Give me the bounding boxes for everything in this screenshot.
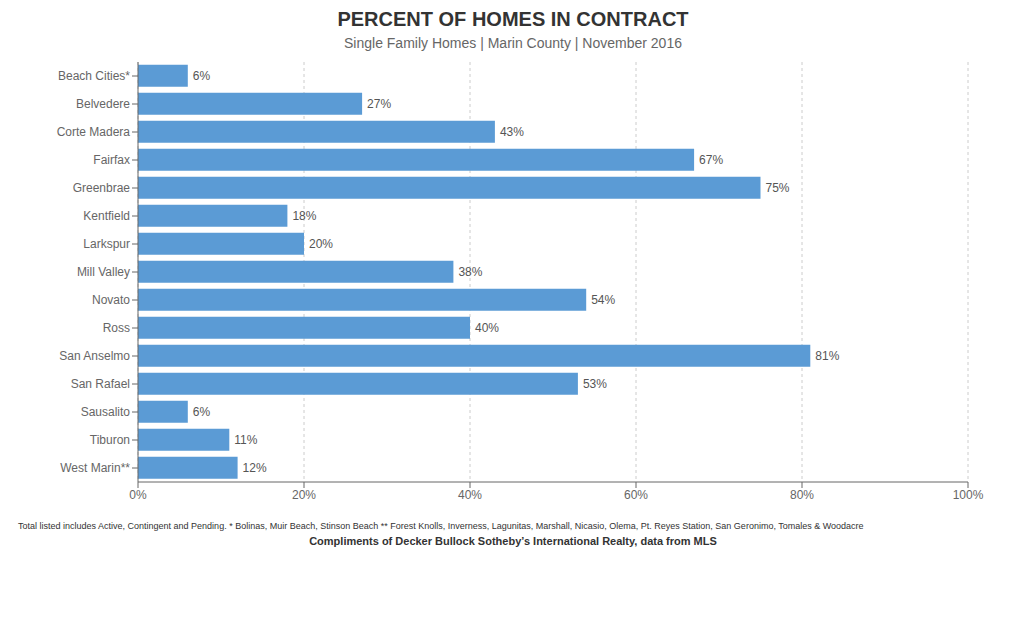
svg-text:Sausalito: Sausalito bbox=[81, 405, 131, 419]
html-text:Total listed includes Active,: Total listed includes Active, Contingent… bbox=[18, 521, 864, 531]
html-text:Compliments of Decker Bullock: Compliments of Decker Bullock Sotheby’s … bbox=[309, 535, 717, 547]
svg-text:Beach Cities*: Beach Cities* bbox=[58, 69, 130, 83]
svg-text:43%: 43% bbox=[500, 125, 524, 139]
svg-text:80%: 80% bbox=[790, 488, 814, 502]
svg-text:11%: 11% bbox=[234, 433, 257, 447]
svg-text:Fairfax: Fairfax bbox=[93, 153, 130, 167]
svg-text:0%: 0% bbox=[129, 488, 147, 502]
svg-text:Ross: Ross bbox=[103, 321, 130, 335]
svg-text:40%: 40% bbox=[458, 488, 482, 502]
svg-text:Tiburon: Tiburon bbox=[90, 433, 130, 447]
svg-text:67%: 67% bbox=[699, 153, 723, 167]
svg-text:Mill Valley: Mill Valley bbox=[77, 265, 130, 279]
svg-text:53%: 53% bbox=[583, 377, 607, 391]
html-text:PERCENT OF HOMES IN CONTRACT: PERCENT OF HOMES IN CONTRACT bbox=[337, 8, 689, 30]
svg-text:20%: 20% bbox=[292, 488, 316, 502]
svg-text:Belvedere: Belvedere bbox=[76, 97, 130, 111]
svg-text:Corte Madera: Corte Madera bbox=[57, 125, 131, 139]
svg-text:Kentfield: Kentfield bbox=[83, 209, 130, 223]
svg-text:12%: 12% bbox=[243, 461, 267, 475]
svg-text:6%: 6% bbox=[193, 69, 211, 83]
svg-text:Novato: Novato bbox=[92, 293, 130, 307]
svg-text:San Rafael: San Rafael bbox=[71, 377, 130, 391]
svg-text:27%: 27% bbox=[367, 97, 391, 111]
svg-text:Greenbrae: Greenbrae bbox=[73, 181, 131, 195]
svg-text:West Marin**: West Marin** bbox=[60, 461, 130, 475]
svg-text:60%: 60% bbox=[624, 488, 648, 502]
svg-text:40%: 40% bbox=[475, 321, 499, 335]
svg-text:75%: 75% bbox=[766, 181, 790, 195]
svg-text:18%: 18% bbox=[292, 209, 316, 223]
svg-text:Larkspur: Larkspur bbox=[83, 237, 130, 251]
svg-text:54%: 54% bbox=[591, 293, 615, 307]
svg-text:81%: 81% bbox=[815, 349, 839, 363]
svg-text:20%: 20% bbox=[309, 237, 333, 251]
svg-text:San Anselmo: San Anselmo bbox=[59, 349, 130, 363]
svg-text:6%: 6% bbox=[193, 405, 211, 419]
svg-text:100%: 100% bbox=[953, 488, 984, 502]
svg-text:38%: 38% bbox=[458, 265, 482, 279]
html-text:Single Family Homes | Marin Co: Single Family Homes | Marin County | Nov… bbox=[344, 35, 682, 51]
